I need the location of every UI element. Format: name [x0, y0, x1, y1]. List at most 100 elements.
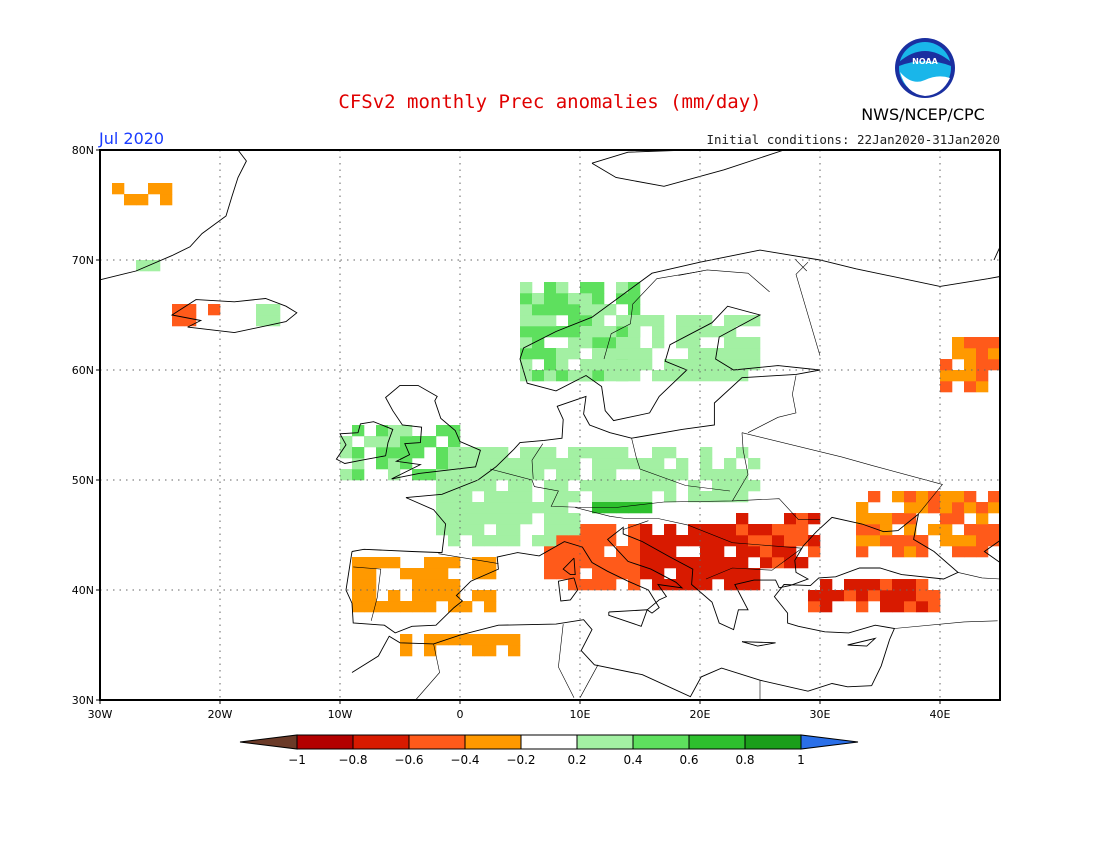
anomaly-cell: [856, 502, 869, 514]
anomaly-cell: [208, 304, 221, 316]
anomaly-cell: [688, 370, 701, 382]
anomaly-cell: [580, 337, 593, 349]
country-border: [741, 432, 943, 515]
coastline: [99, 149, 247, 281]
anomaly-cell: [592, 293, 605, 305]
anomaly-cell: [400, 447, 413, 459]
anomaly-cell: [532, 348, 545, 360]
colorbar-tick-label: 0.2: [567, 753, 586, 767]
anomaly-cell: [676, 326, 689, 338]
anomaly-cell: [688, 579, 701, 591]
anomaly-cell: [736, 557, 749, 569]
anomaly-cell: [964, 535, 977, 547]
country-border: [579, 664, 599, 698]
anomaly-cell: [580, 359, 593, 371]
anomaly-cell: [448, 557, 461, 569]
anomaly-cell: [568, 304, 581, 316]
anomaly-cell: [808, 601, 821, 613]
anomaly-cell: [904, 535, 917, 547]
anomaly-cell: [472, 634, 485, 646]
anomaly-cell: [580, 282, 593, 294]
anomaly-cell: [460, 524, 473, 536]
anomaly-cell: [892, 535, 905, 547]
colorbar-segment: [744, 734, 802, 750]
anomaly-cell: [556, 546, 569, 558]
anomaly-cell: [352, 590, 365, 602]
anomaly-cell: [436, 524, 449, 536]
anomaly-cell: [376, 436, 389, 448]
anomaly-cell: [568, 326, 581, 338]
anomaly-cell: [532, 337, 545, 349]
country-border: [705, 547, 803, 580]
anomaly-cell: [508, 524, 521, 536]
country-border: [575, 507, 803, 549]
anomaly-cell: [628, 348, 641, 360]
anomaly-cell: [712, 359, 725, 371]
anomaly-cell: [736, 469, 749, 481]
anomaly-cell: [556, 557, 569, 569]
anomaly-cell: [484, 634, 497, 646]
anomaly-cell: [604, 304, 617, 316]
anomaly-cell: [688, 337, 701, 349]
anomaly-cell: [964, 337, 977, 349]
anomaly-cell: [616, 568, 629, 580]
anomaly-cell: [544, 293, 557, 305]
anomaly-cell: [712, 370, 725, 382]
anomaly-cell: [532, 293, 545, 305]
map-border: [99, 149, 1001, 701]
anomaly-cell: [616, 480, 629, 492]
anomaly-cell: [448, 491, 461, 503]
colorbar-segment: [296, 734, 354, 750]
anomaly-cell: [604, 337, 617, 349]
anomaly-cell: [412, 590, 425, 602]
anomaly-cell: [460, 469, 473, 481]
anomaly-cell: [688, 524, 701, 536]
colorbar-segment: [688, 734, 746, 750]
anomaly-cell: [592, 568, 605, 580]
anomaly-cell: [940, 502, 953, 514]
anomaly-cell: [460, 491, 473, 503]
anomaly-cell: [460, 480, 473, 492]
anomaly-cell: [400, 458, 413, 470]
anomaly-cell: [520, 359, 533, 371]
anomaly-cell: [388, 458, 401, 470]
colorbar-segment: [464, 734, 522, 750]
colorbar-segment: [520, 734, 578, 750]
anomaly-cell: [556, 491, 569, 503]
anomaly-cell: [520, 304, 533, 316]
lat-tick-label: 80N: [72, 144, 94, 157]
anomaly-cell: [952, 370, 965, 382]
anomaly-cell: [496, 491, 509, 503]
anomaly-cell: [676, 535, 689, 547]
anomaly-cell: [448, 601, 461, 613]
anomaly-cell: [424, 634, 437, 646]
anomaly-cell: [628, 326, 641, 338]
anomaly-cell: [952, 502, 965, 514]
anomaly-cell: [976, 524, 989, 536]
anomaly-cell: [820, 601, 833, 613]
anomaly-cell: [568, 524, 581, 536]
anomaly-cell: [652, 535, 665, 547]
anomaly-cell: [652, 370, 665, 382]
anomaly-cell: [892, 491, 905, 503]
anomaly-cell: [568, 491, 581, 503]
anomaly-cell: [664, 546, 677, 558]
anomaly-cell: [436, 458, 449, 470]
anomaly-cell: [640, 458, 653, 470]
anomaly-cell: [556, 326, 569, 338]
anomaly-cell: [760, 524, 773, 536]
country-border: [415, 643, 440, 701]
anomaly-cell: [460, 458, 473, 470]
anomaly-cell: [436, 469, 449, 481]
anomaly-cell: [652, 447, 665, 459]
anomaly-cell: [748, 458, 761, 470]
colorbar-tick-label: 0.4: [623, 753, 642, 767]
anomaly-cell: [364, 436, 377, 448]
anomaly-cell: [724, 480, 737, 492]
anomaly-cell: [556, 568, 569, 580]
anomaly-cell: [736, 480, 749, 492]
anomaly-cell: [448, 480, 461, 492]
anomaly-cell: [532, 304, 545, 316]
anomaly-cell: [664, 469, 677, 481]
anomaly-cell: [580, 447, 593, 459]
